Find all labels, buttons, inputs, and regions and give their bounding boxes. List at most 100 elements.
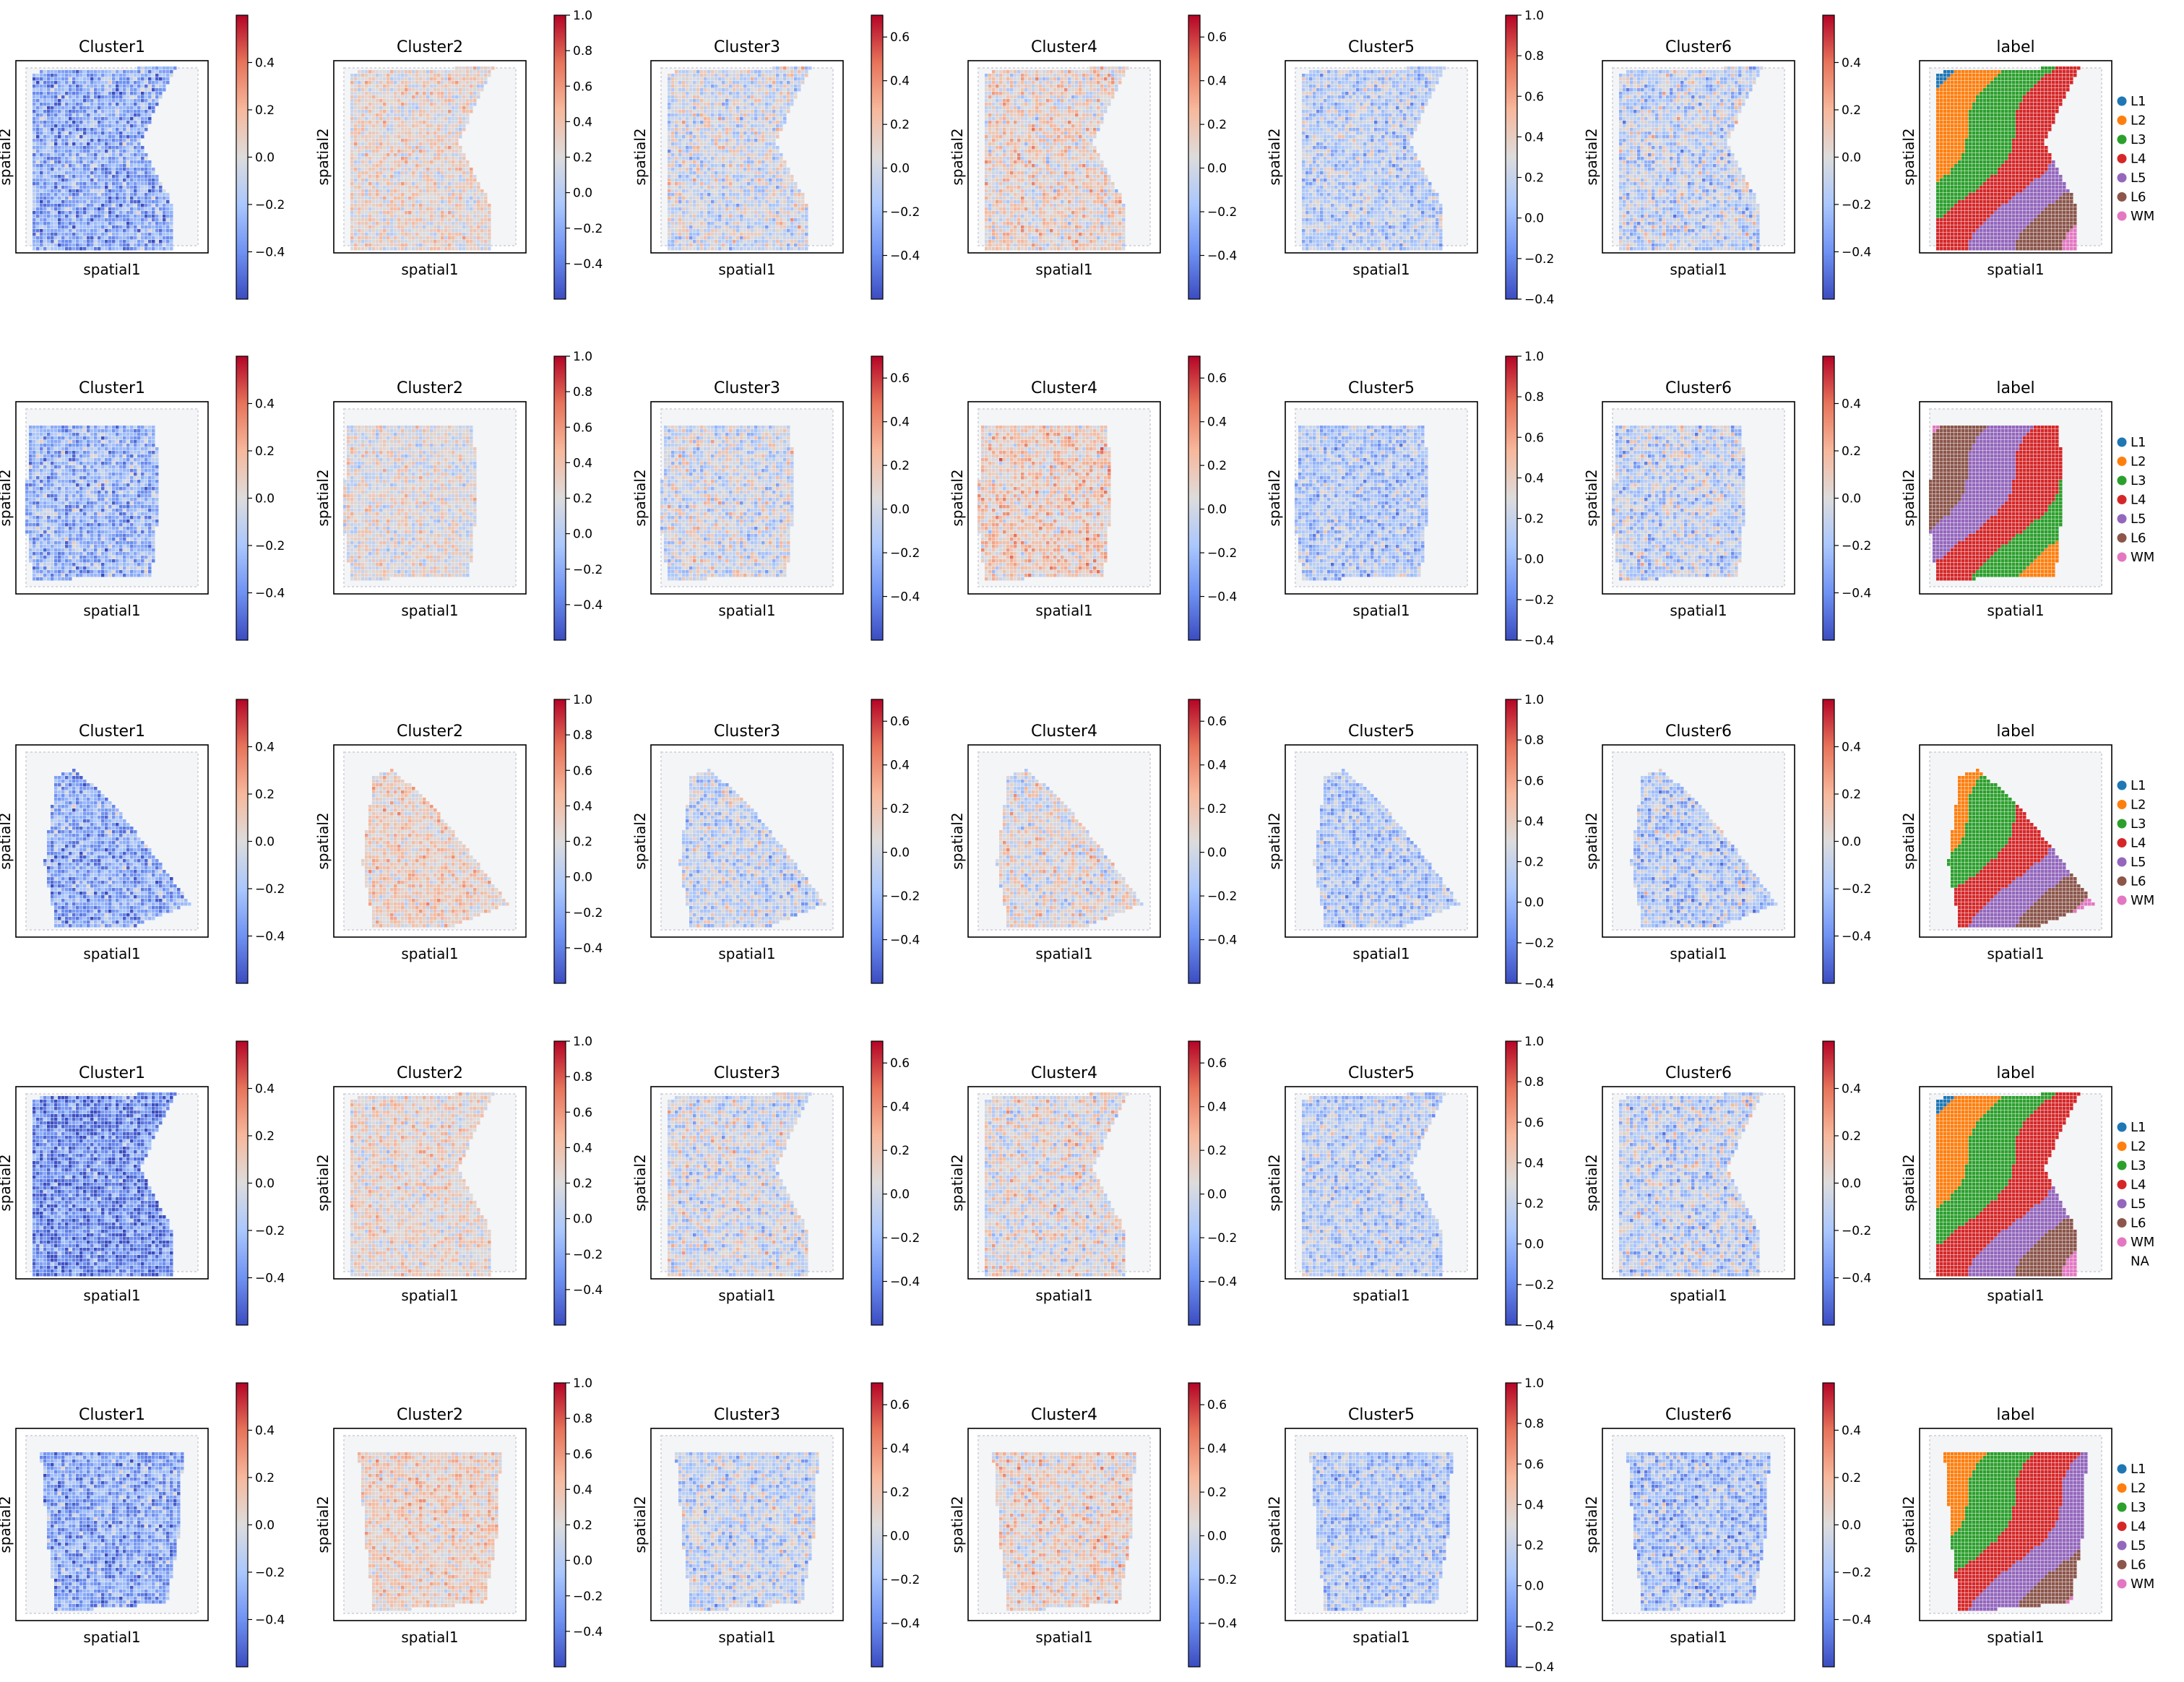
panel-r5-cluster5: Cluster5spatial1spatial21.00.80.60.40.20… [1266,1376,1554,1675]
colorbar-tick-label: 1.0 [1524,350,1544,364]
colorbar-tick-label: 0.4 [1524,814,1544,829]
colorbar-tick-label: −0.4 [573,941,603,956]
colorbar-tick-label: 0.6 [573,420,592,435]
colorbar-tick-label: −0.4 [573,1625,603,1639]
panel-r1-cluster3: Cluster3spatial1spatial20.60.40.20.0−0.2… [631,15,920,299]
legend-label: L1 [2131,778,2146,793]
colorbar-tick-label: −0.4 [890,933,920,948]
tissue-spots [25,426,159,581]
legend-marker [2118,1180,2127,1189]
panel-r2-cluster2: Cluster2spatial1spatial21.00.80.60.40.20… [314,350,603,640]
colorbar-tick-label: −0.2 [1524,252,1554,267]
colorbar-tick-label: 0.4 [1524,1156,1544,1170]
colorbar-tick-label: −0.2 [573,1248,603,1262]
colorbar-tick-label: 0.8 [573,728,592,743]
x-axis-label: spatial1 [1670,261,1727,278]
colorbar-tick-label: −0.4 [255,1272,285,1286]
x-axis-label: spatial1 [1352,945,1410,962]
colorbar: 0.40.20.0−0.2−0.4 [236,356,285,640]
x-axis-label: spatial1 [401,945,458,962]
legend-label: WM [2131,1577,2154,1592]
x-axis-label: spatial1 [1352,1629,1410,1646]
panel-r3-cluster3: Cluster3spatial1spatial20.60.40.20.0−0.2… [631,699,920,983]
colorbar-gradient [871,1383,883,1667]
y-axis-label: spatial2 [949,1496,966,1553]
colorbar-tick-label: 0.4 [1207,74,1227,89]
colorbar-tick-label: 1.0 [573,1035,592,1049]
colorbar-tick-label: 0.2 [255,1129,275,1144]
legend-label: L1 [2131,435,2146,450]
legend-marker [2118,876,2127,886]
colorbar-tick-label: −0.4 [1842,587,1871,601]
x-axis-label: spatial1 [1987,261,2044,278]
colorbar: 0.60.40.20.0−0.2−0.4 [1188,356,1237,640]
colorbar-gradient [1506,1041,1517,1325]
legend-label: L5 [2131,1538,2146,1553]
colorbar-tick-label: −0.2 [1524,1278,1554,1293]
colorbar-gradient [1188,15,1200,299]
panel-title: Cluster6 [1665,723,1732,741]
legend-label: L2 [2131,1139,2146,1155]
panel-title: Cluster2 [397,723,463,741]
panel-r5-cluster2: Cluster2spatial1spatial21.00.80.60.40.20… [314,1376,603,1667]
legend-marker [2118,800,2127,809]
legend-marker [2118,514,2127,524]
legend-label: L4 [2131,152,2146,167]
panel-title: Cluster1 [79,723,145,741]
colorbar-tick-label: 0.6 [1524,431,1544,445]
panel-title: label [1996,723,2034,741]
colorbar-tick-label: 0.4 [1842,1424,1861,1439]
colorbar-tick-label: 0.8 [1524,49,1544,64]
x-axis-label: spatial1 [718,1629,775,1646]
colorbar-tick-label: 0.2 [573,835,592,850]
panel-r4-cluster6: Cluster6spatial1spatial20.40.20.0−0.2−0.… [1583,1041,1871,1325]
colorbar-tick-label: 0.0 [890,1530,910,1544]
legend-marker [2118,896,2127,905]
colorbar-tick-label: 0.4 [573,456,592,470]
colorbar-tick-label: 0.4 [573,1141,592,1155]
colorbar: 1.00.80.60.40.20.0−0.2−0.4 [1506,1035,1554,1333]
panel-r3-cluster1: Cluster1spatial1spatial20.40.20.0−0.2−0.… [0,699,285,983]
colorbar-tick-label: 1.0 [1524,1035,1544,1049]
colorbar-tick-label: −0.2 [1524,936,1554,951]
colorbar-tick-label: 0.0 [1842,1177,1861,1191]
colorbar-tick-label: −0.4 [1207,249,1237,264]
panel-title: Cluster4 [1031,379,1097,397]
legend-label: L2 [2131,113,2146,129]
x-axis-label: spatial1 [1670,602,1727,619]
colorbar-tick-label: 0.6 [1524,774,1544,788]
colorbar-tick-label: −0.2 [1524,1620,1554,1634]
colorbar-tick-label: 1.0 [573,693,592,707]
colorbar-tick-label: −0.2 [890,1573,920,1587]
colorbar-tick-label: 0.6 [573,1105,592,1120]
y-axis-label: spatial2 [0,1154,14,1211]
panel-title: Cluster6 [1665,1406,1732,1424]
colorbar: 0.40.20.0−0.2−0.4 [1823,1041,1871,1325]
colorbar-tick-label: 0.2 [1524,855,1544,870]
colorbar-tick-label: 0.8 [573,385,592,400]
y-axis-label: spatial2 [1900,1154,1917,1211]
x-axis-label: spatial1 [401,1629,458,1646]
colorbar-gradient [554,15,566,299]
colorbar: 0.60.40.20.0−0.2−0.4 [1188,1383,1237,1667]
y-axis-label: spatial2 [1266,812,1283,869]
y-axis-label: spatial2 [949,1154,966,1211]
colorbar-tick-label: 1.0 [573,1376,592,1391]
colorbar-gradient [554,699,566,983]
colorbar-tick-label: 0.0 [1524,896,1544,910]
legend-label: L5 [2131,512,2146,527]
colorbar-tick-label: 0.2 [1842,1129,1861,1144]
colorbar-tick-label: 0.6 [1524,1457,1544,1472]
colorbar-tick-label: 0.2 [1842,444,1861,459]
colorbar-gradient [1188,699,1200,983]
y-axis-label: spatial2 [1900,812,1917,869]
legend-marker [2118,1579,2127,1589]
colorbar: 1.00.80.60.40.20.0−0.2−0.4 [554,1035,603,1325]
colorbar-gradient [871,15,883,299]
colorbar-tick-label: 0.4 [1207,759,1227,773]
panel-title: Cluster4 [1031,1064,1097,1082]
colorbar-tick-label: 0.2 [1207,118,1227,132]
colorbar: 1.00.80.60.40.20.0−0.2−0.4 [554,693,603,983]
